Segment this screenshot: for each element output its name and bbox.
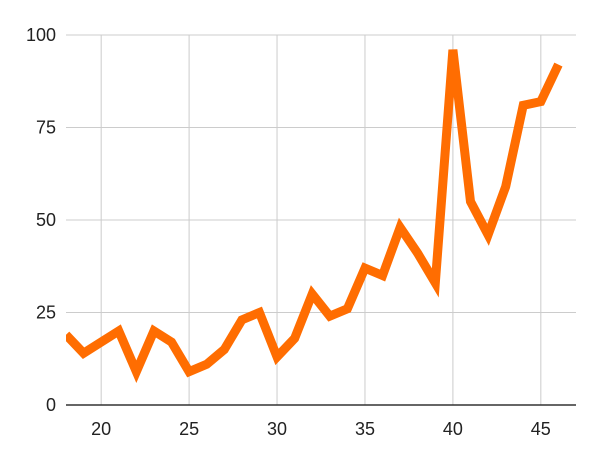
series-line-0 [66,49,563,384]
x-tick-label: 20 [91,419,111,439]
y-tick-label: 100 [26,25,56,45]
y-tick-label: 50 [36,210,56,230]
x-tick-label: 25 [179,419,199,439]
x-tick-labels: 20 25 30 35 40 45 [91,419,551,439]
y-tick-label: 25 [36,303,56,323]
x-tick-label: 45 [531,419,551,439]
horizontal-grid-lines [66,34,576,313]
series-layer [66,49,563,384]
y-tick-label: 0 [46,395,56,415]
x-tick-label: 30 [267,419,287,439]
x-tick-label: 35 [355,419,375,439]
y-tick-labels: 0 25 50 75 100 [26,25,56,415]
x-tick-label: 40 [443,419,463,439]
y-tick-label: 75 [36,118,56,138]
